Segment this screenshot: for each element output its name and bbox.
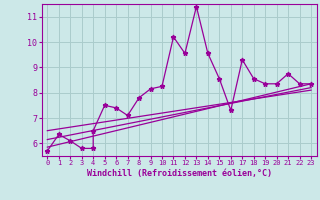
X-axis label: Windchill (Refroidissement éolien,°C): Windchill (Refroidissement éolien,°C) [87, 169, 272, 178]
